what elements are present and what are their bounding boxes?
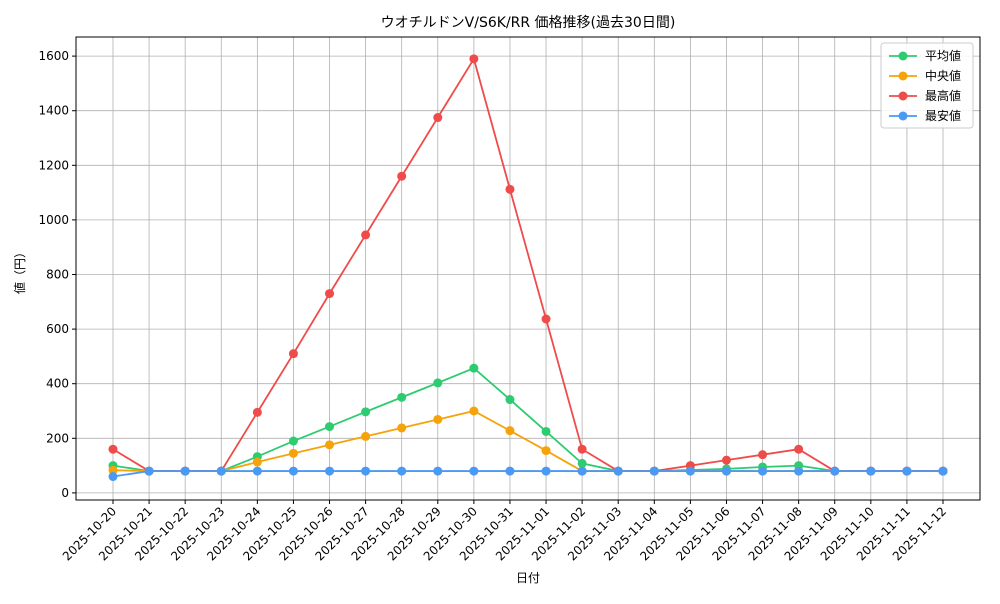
- data-point: [541, 446, 551, 456]
- data-point: [433, 414, 443, 424]
- y-tick-label: 800: [46, 268, 69, 282]
- data-point: [180, 466, 190, 476]
- data-point: [758, 450, 768, 460]
- data-point: [252, 466, 262, 476]
- data-point: [397, 423, 407, 433]
- data-point: [866, 466, 876, 476]
- legend-label: 中央値: [925, 68, 961, 83]
- legend-marker: [898, 111, 908, 121]
- data-point: [108, 444, 118, 454]
- data-point: [325, 440, 335, 450]
- data-point: [397, 171, 407, 181]
- data-point: [505, 184, 515, 194]
- data-point: [252, 457, 262, 467]
- data-point: [685, 466, 695, 476]
- data-point: [505, 395, 515, 405]
- data-point: [721, 466, 731, 476]
- y-tick-label: 1000: [38, 213, 69, 227]
- data-point: [361, 466, 371, 476]
- data-point: [469, 363, 479, 373]
- data-point: [649, 466, 659, 476]
- data-point: [252, 407, 262, 417]
- y-tick-label: 0: [61, 486, 69, 500]
- data-point: [469, 54, 479, 64]
- data-point: [505, 466, 515, 476]
- legend-marker: [898, 71, 908, 81]
- data-point: [794, 444, 804, 454]
- data-point: [577, 458, 587, 468]
- data-point: [288, 448, 298, 458]
- data-point: [505, 426, 515, 436]
- data-point: [108, 465, 118, 475]
- chart-title: ウオチルドンV/S6K/RR 価格推移(過去30日間): [381, 15, 676, 31]
- legend-marker: [898, 91, 908, 101]
- y-tick-label: 1400: [38, 104, 69, 118]
- legend-marker: [898, 51, 908, 61]
- data-point: [794, 466, 804, 476]
- data-point: [108, 472, 118, 482]
- data-point: [288, 436, 298, 446]
- data-point: [541, 466, 551, 476]
- data-point: [758, 466, 768, 476]
- y-tick-label: 1200: [38, 158, 69, 172]
- legend-box: [880, 42, 974, 129]
- legend-label: 最安値: [925, 108, 961, 123]
- legend-label: 平均値: [925, 48, 961, 63]
- data-point: [577, 444, 587, 454]
- data-point: [288, 349, 298, 359]
- data-point: [325, 466, 335, 476]
- data-point: [938, 466, 948, 476]
- data-point: [144, 466, 154, 476]
- data-point: [469, 466, 479, 476]
- data-point: [361, 407, 371, 417]
- plot-frame: [75, 36, 981, 501]
- y-tick-label: 600: [46, 322, 69, 336]
- data-point: [288, 466, 298, 476]
- series-line: [112, 367, 943, 472]
- x-axis-label: 日付: [516, 571, 540, 585]
- data-point: [216, 466, 226, 476]
- series-line: [112, 56, 943, 472]
- y-axis-label: 値（円）: [12, 246, 27, 294]
- y-tick-label: 200: [46, 431, 69, 445]
- data-point: [397, 392, 407, 402]
- data-point: [577, 466, 587, 476]
- data-point: [325, 422, 335, 432]
- data-point: [361, 230, 371, 240]
- data-point: [541, 314, 551, 324]
- series-line: [112, 470, 943, 478]
- data-point: [541, 426, 551, 436]
- data-point: [325, 289, 335, 299]
- data-point: [361, 431, 371, 441]
- data-point: [433, 378, 443, 388]
- data-point: [469, 406, 479, 416]
- data-point: [830, 466, 840, 476]
- data-point: [433, 466, 443, 476]
- y-tick-label: 1600: [38, 49, 69, 63]
- y-tick-label: 400: [46, 377, 69, 391]
- data-point: [433, 113, 443, 123]
- legend-label: 最高値: [925, 88, 961, 103]
- data-point: [721, 455, 731, 465]
- data-point: [613, 466, 623, 476]
- data-point: [397, 466, 407, 476]
- data-point: [902, 466, 912, 476]
